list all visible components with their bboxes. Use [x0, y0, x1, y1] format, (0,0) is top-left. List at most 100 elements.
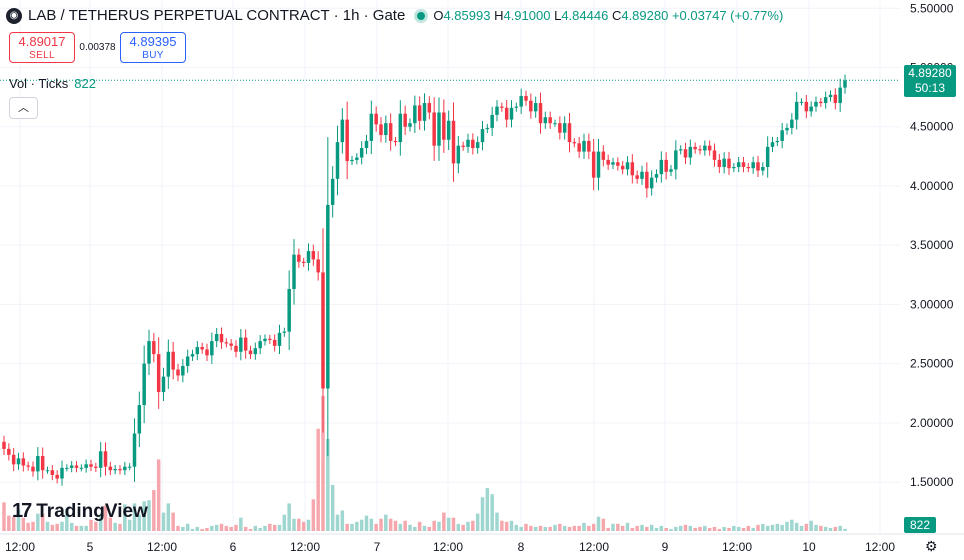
candle-body [16, 458, 21, 465]
gear-icon[interactable]: ⚙ [925, 538, 938, 554]
candle-body [45, 470, 50, 472]
candle-body [538, 103, 543, 124]
volume-bar [596, 516, 601, 531]
candle-body [335, 142, 340, 179]
candle-body [355, 157, 359, 160]
volume-bar [84, 525, 88, 531]
volume-bar [297, 518, 301, 531]
volume-bar [36, 513, 40, 531]
spread-value: 0.00378 [79, 42, 116, 53]
candle-body [809, 106, 813, 112]
candle-body [350, 159, 354, 162]
candle-body [60, 467, 64, 479]
change-value: +0.03747 (+0.77%) [671, 8, 784, 23]
volume-bar [69, 522, 74, 531]
candle-body [94, 466, 98, 468]
tradingview-logo[interactable]: 17 TradingView [12, 500, 148, 523]
candle-body [732, 167, 736, 169]
candle-body [36, 456, 40, 472]
volume-bar [736, 526, 741, 531]
volume-bar [500, 520, 504, 531]
x-tick-label: 7 [374, 540, 381, 554]
candle-body [442, 112, 446, 140]
x-tick-label: 12:00 [722, 540, 752, 554]
candle-body [234, 345, 238, 352]
candle-body [635, 175, 639, 179]
candle-body [388, 123, 393, 141]
collapse-legend-button[interactable]: ︿ [9, 97, 38, 119]
candle-body [123, 466, 127, 471]
volume-bar [330, 484, 335, 531]
candle-body [156, 354, 161, 393]
candle-body [292, 254, 296, 290]
high-label: H [494, 8, 504, 23]
volume-bar [659, 525, 664, 531]
symbol-title[interactable]: LAB / TETHERUS PERPETUAL CONTRACT · 1h ·… [28, 7, 406, 24]
volume-bar [166, 503, 171, 531]
candle-body [7, 448, 11, 455]
x-tick-label: 5 [87, 540, 94, 554]
candle-body [65, 467, 69, 469]
volume-bar [485, 488, 490, 531]
candle-body [654, 174, 659, 178]
volume-bar [258, 527, 262, 531]
candle-body [89, 464, 93, 467]
volume-bar [707, 527, 712, 531]
volume-bar [582, 522, 586, 531]
candle-body [794, 101, 799, 120]
volume-bar [413, 526, 417, 531]
volume-bar [630, 527, 635, 531]
volume-bar [98, 514, 103, 531]
volume-bar [108, 517, 113, 531]
candle-body [553, 123, 557, 125]
volume-bar [538, 525, 543, 531]
candle-body [40, 456, 45, 471]
candle-body [171, 351, 175, 370]
candle-body [321, 272, 325, 389]
candle-body [514, 106, 519, 108]
candle-body [843, 80, 847, 88]
x-tick-label: 12:00 [579, 540, 609, 554]
candle-body [761, 167, 765, 171]
candle-body [417, 105, 422, 121]
sell-button[interactable]: 4.89017 SELL [9, 32, 75, 63]
candle-body [703, 145, 707, 151]
volume-bar [558, 523, 562, 531]
volume-bar [306, 519, 311, 531]
volume-bar [703, 525, 707, 531]
volume-legend[interactable]: Vol · Ticks 822 [9, 76, 96, 91]
candle-body [340, 119, 345, 143]
volume-bar [200, 528, 204, 531]
candle-body [326, 204, 330, 389]
volume-bar [345, 523, 349, 531]
volume-bar [640, 524, 644, 531]
buy-button[interactable]: 4.89395 BUY [120, 32, 186, 63]
volume-bar [799, 525, 804, 531]
close-value: 4.89280 [621, 8, 669, 23]
candle-body [200, 347, 204, 350]
y-tick-label: 4.00000 [910, 179, 954, 193]
candle-body [519, 95, 523, 107]
candle-body [500, 106, 504, 108]
candle-body [548, 117, 552, 124]
volume-bar [645, 526, 649, 531]
candle-body [838, 87, 842, 104]
volume-bar [587, 525, 591, 531]
volume-bar [770, 524, 775, 531]
candle-body [582, 140, 586, 152]
volume-bar [161, 512, 166, 531]
candle-body [413, 105, 417, 124]
candle-body [253, 348, 258, 355]
volume-bar [775, 523, 780, 531]
open-label: O [433, 8, 444, 23]
volume-bar [722, 526, 726, 531]
candle-body [432, 112, 436, 146]
candle-body [746, 167, 751, 169]
candle-body [630, 162, 635, 176]
y-tick-label: 4.50000 [910, 120, 954, 134]
candle-body [243, 337, 248, 351]
chevron-up-icon: ︿ [18, 102, 29, 114]
volume-bar [475, 513, 480, 531]
volume-bar [698, 526, 702, 531]
